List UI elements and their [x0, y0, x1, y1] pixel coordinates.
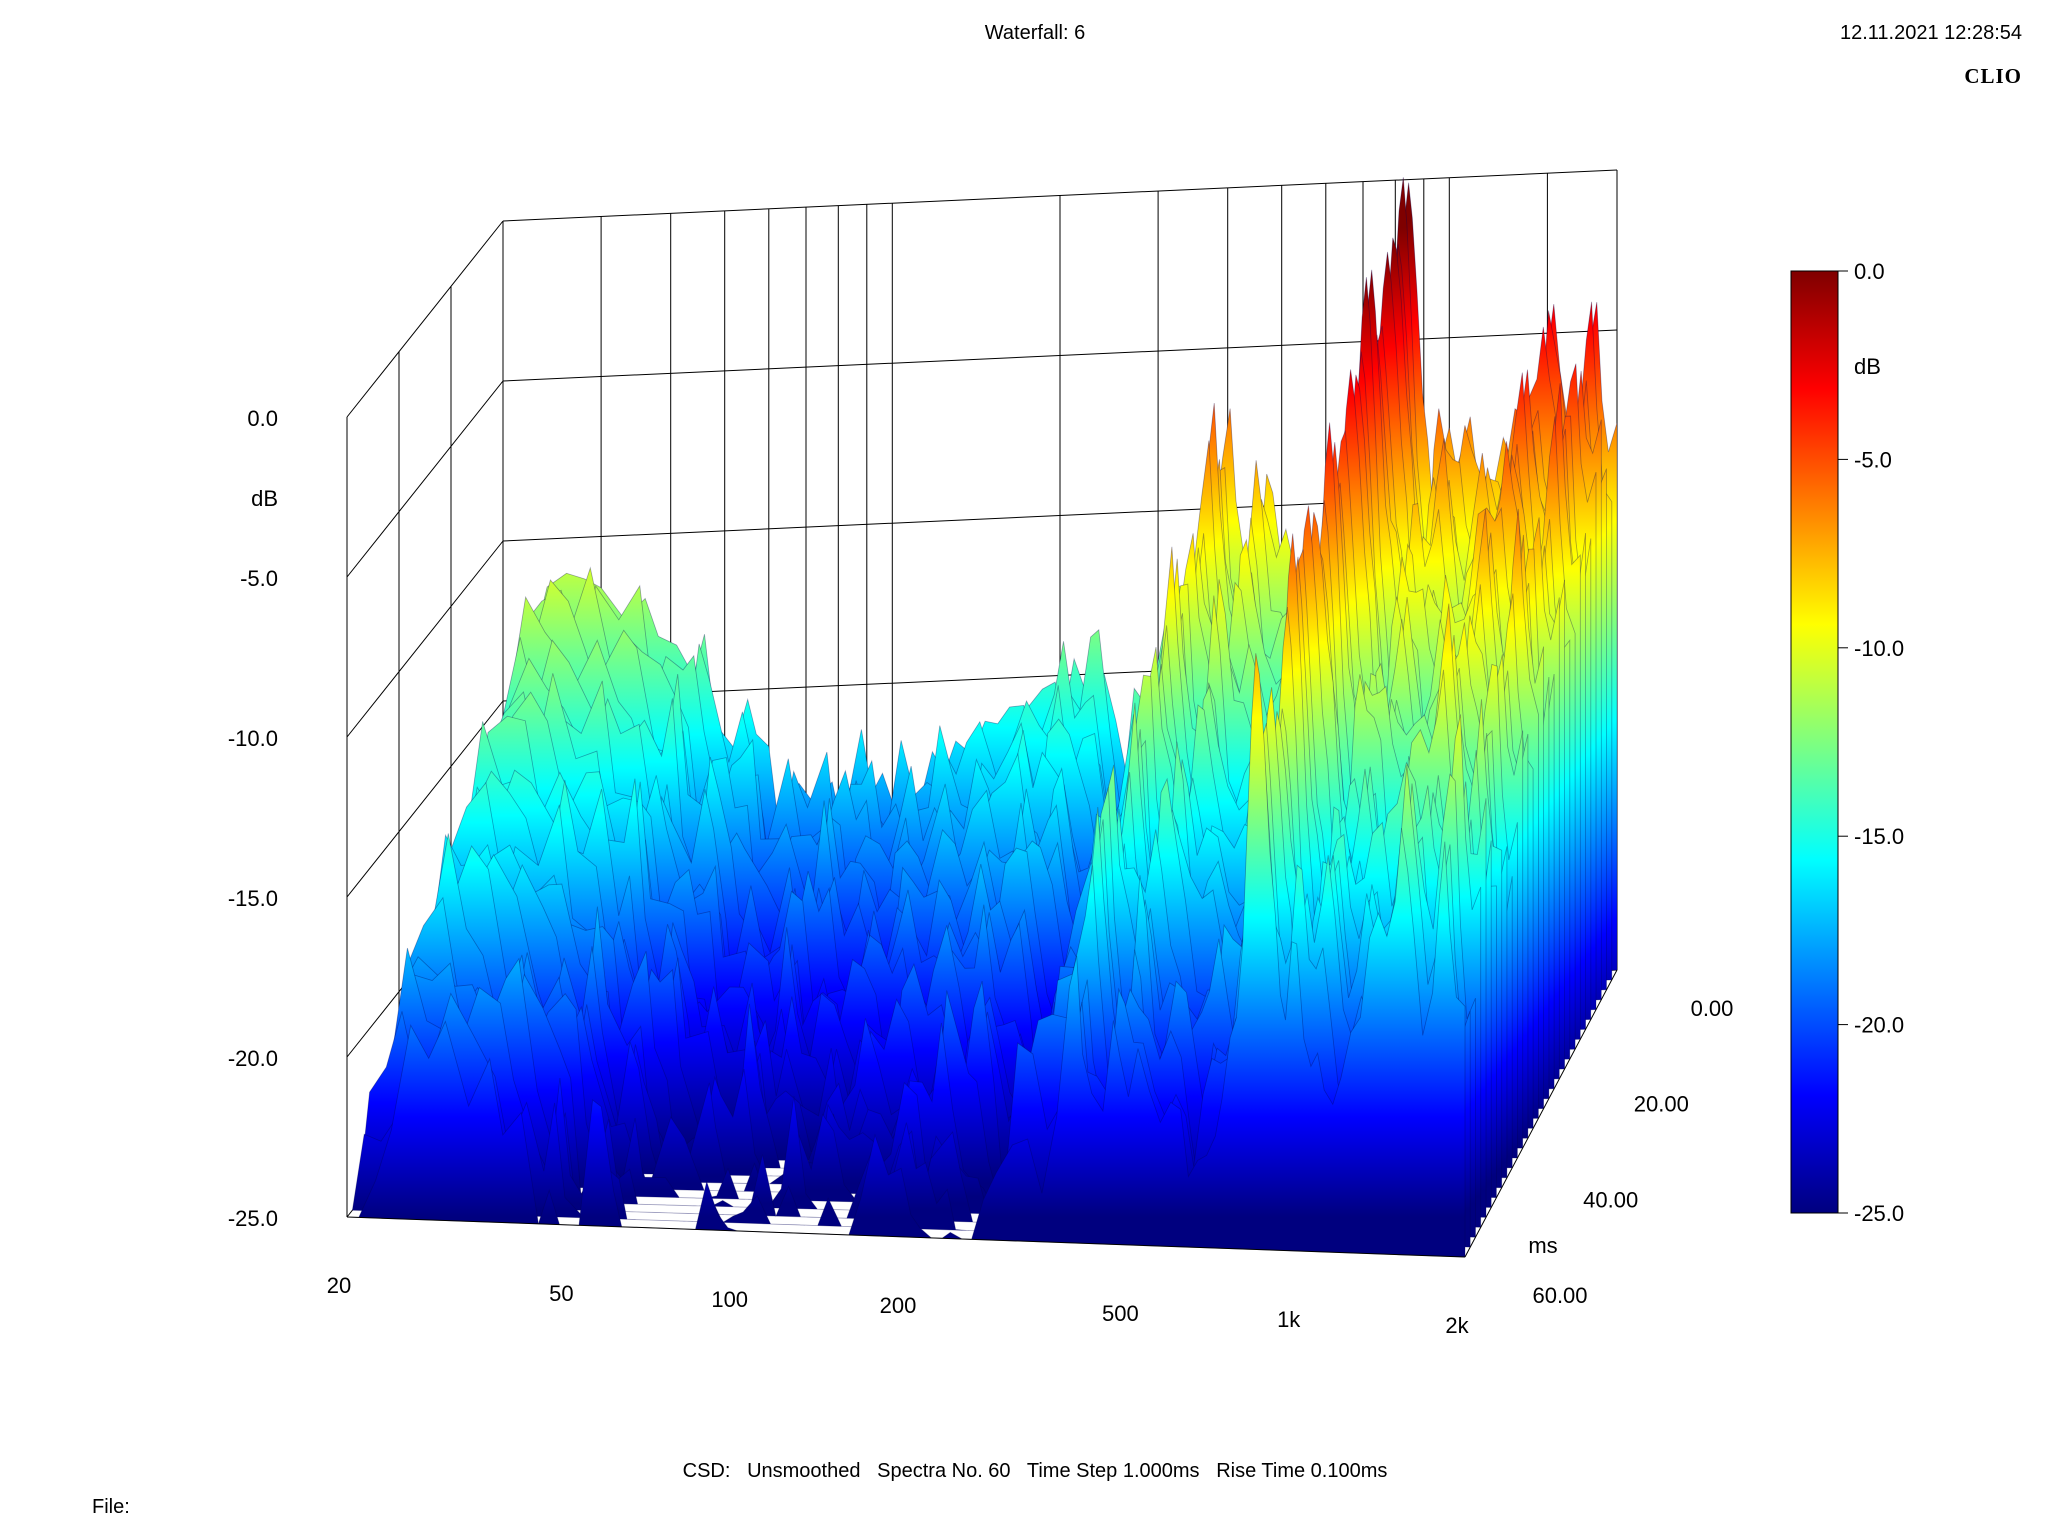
y-tick-label: 0.0	[247, 406, 278, 431]
y-axis-label: dB	[251, 486, 278, 511]
left-wall-hline	[346, 540, 504, 738]
colorbar-tick-label: 0.0	[1854, 259, 1885, 284]
colorbar-gradient	[1790, 270, 1839, 1214]
back-wall-hline	[502, 169, 1618, 222]
file-label: File:	[92, 1496, 130, 1518]
waterfall-slice	[362, 687, 1482, 1228]
floor-edge	[346, 1216, 1466, 1258]
chart-title: Waterfall: 6	[984, 22, 1086, 44]
x-tick-label: 1k	[1277, 1307, 1301, 1332]
left-wall-hline	[346, 380, 504, 578]
waterfall-surface	[346, 177, 1618, 1258]
z-tick-label: 40.00	[1583, 1187, 1638, 1212]
y-axis-ticks: 0.0 -5.0 -10.0 -15.0 -20.0 -25.0	[228, 406, 278, 1231]
floor-edge	[1464, 969, 1618, 1258]
timestamp: 12.11.2021 12:28:54	[1839, 22, 2022, 44]
left-wall-hline	[346, 220, 504, 418]
chart-front-edges	[346, 969, 1618, 1258]
x-tick-label: 2k	[1445, 1313, 1469, 1338]
y-tick-label: -20.0	[228, 1046, 278, 1071]
x-axis-ticks: 20 50 100 200 500 1k 2k	[327, 1273, 1470, 1338]
left-wall-hline	[346, 700, 504, 898]
x-tick-label: 20	[327, 1273, 351, 1298]
z-axis-label: ms	[1528, 1233, 1557, 1258]
colorbar-tick-label: -25.0	[1854, 1201, 1904, 1226]
x-tick-label: 500	[1102, 1301, 1139, 1326]
z-tick-label: 0.00	[1691, 996, 1734, 1021]
brand-logo: CLIO	[1964, 64, 2022, 88]
csd-info: CSD: Unsmoothed Spectra No. 60 Time Step…	[682, 1460, 1388, 1482]
z-axis-ticks: 0.00 20.00 40.00 60.00	[1532, 996, 1733, 1308]
z-tick-label: 20.00	[1634, 1092, 1689, 1117]
back-wall-hline	[502, 329, 1618, 382]
colorbar-tick-label: -5.0	[1854, 447, 1892, 472]
y-tick-label: -15.0	[228, 886, 278, 911]
z-tick-label: 60.00	[1532, 1283, 1587, 1308]
colorbar-tick-label: -15.0	[1854, 824, 1904, 849]
y-tick-label: -10.0	[228, 726, 278, 751]
colorbar-tick-label: -10.0	[1854, 636, 1904, 661]
colorbar-label: dB	[1854, 354, 1881, 379]
x-tick-label: 50	[549, 1281, 573, 1306]
y-tick-label: -25.0	[228, 1206, 278, 1231]
y-tick-label: -5.0	[240, 566, 278, 591]
colorbar-tick-label: -20.0	[1854, 1013, 1904, 1038]
colorbar: 0.0 -5.0 -10.0 -15.0 -20.0 -25.0 dB	[1790, 259, 1904, 1226]
x-tick-label: 200	[880, 1293, 917, 1318]
x-tick-label: 100	[711, 1287, 748, 1312]
